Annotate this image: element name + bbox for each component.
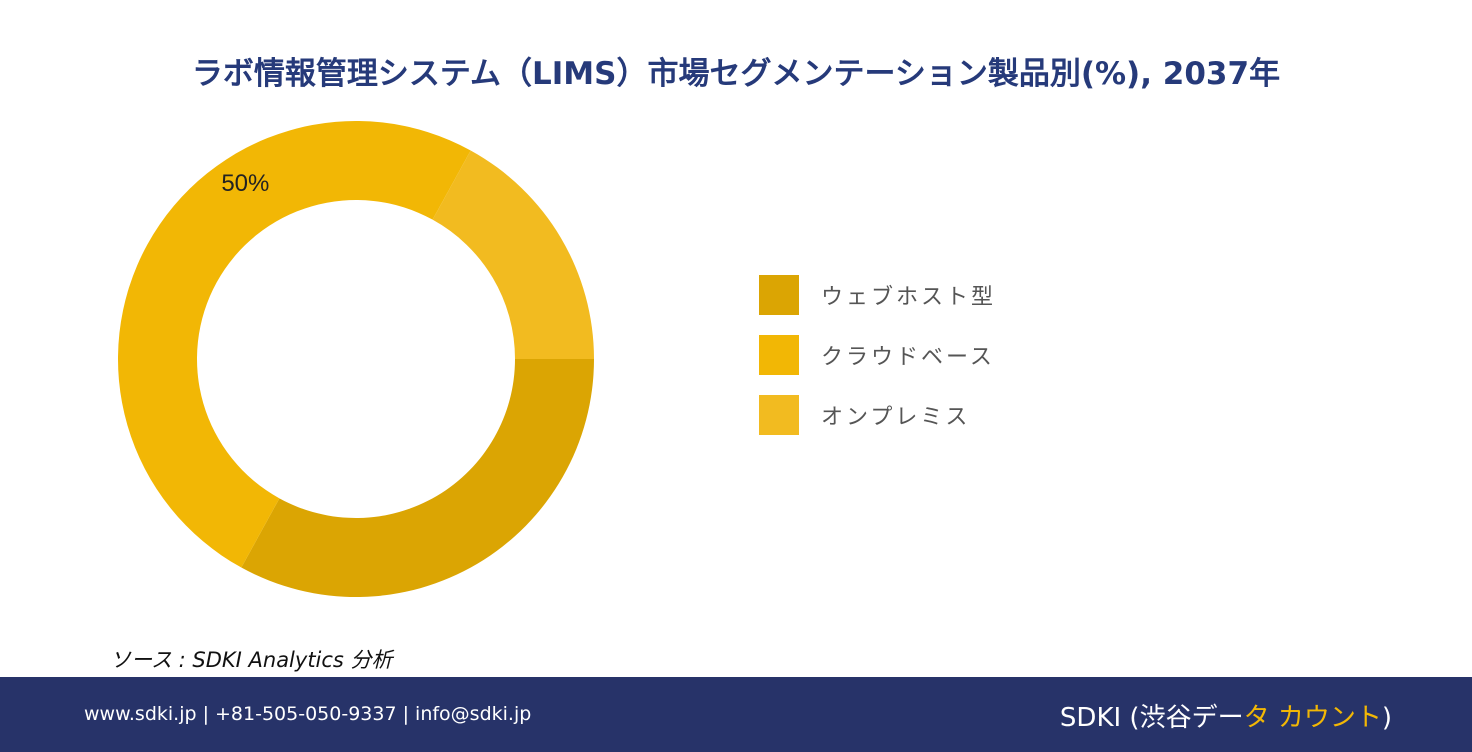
donut-slice [241, 359, 594, 597]
brand-accent: タ カウント [1243, 703, 1382, 733]
donut-slice [118, 120, 471, 568]
legend: ウェブホスト型 クラウドベース オンプレミス [759, 275, 996, 455]
brand-prefix: SDKI (渋谷デー [1059, 703, 1244, 733]
source-note: ソース : SDKI Analytics 分析 [110, 648, 393, 672]
legend-label: ウェブホスト型 [821, 285, 997, 310]
donut-slice [432, 150, 594, 359]
donut-chart: 50% [118, 120, 594, 597]
brand-suffix: ) [1381, 703, 1392, 733]
chart-title: ラボ情報管理システム（LIMS）市場セグメンテーション製品別(%), 2037年 [191, 56, 1281, 92]
legend-swatch [759, 395, 799, 435]
footer-contact: www.sdki.jp | +81-505-050-9337 | info@sd… [84, 703, 532, 725]
legend-swatch [759, 335, 799, 375]
legend-label: オンプレミス [821, 405, 971, 430]
legend-item: クラウドベース [759, 335, 996, 375]
legend-swatch [759, 275, 799, 315]
legend-item: オンプレミス [759, 395, 996, 435]
legend-item: ウェブホスト型 [759, 275, 996, 315]
footer-bar: www.sdki.jp | +81-505-050-9337 | info@sd… [0, 677, 1472, 752]
footer-brand: SDKI (渋谷データ カウント) [1060, 697, 1392, 734]
slice-data-label: 50% [221, 170, 269, 197]
legend-label: クラウドベース [821, 345, 995, 370]
